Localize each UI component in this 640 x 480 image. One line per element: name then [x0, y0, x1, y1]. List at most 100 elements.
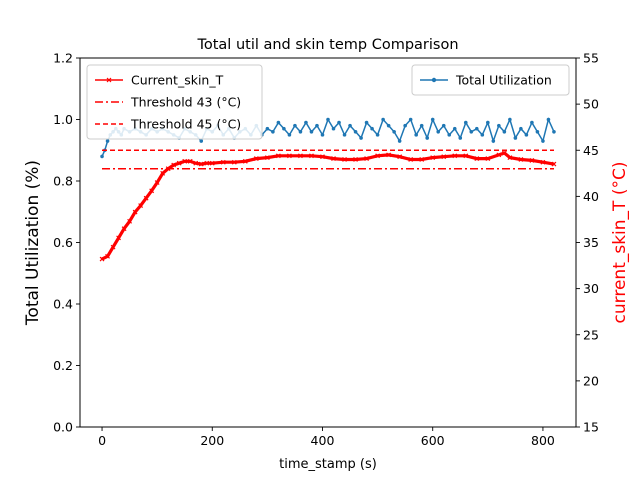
- data-point: [375, 153, 381, 159]
- data-point: [519, 126, 523, 131]
- data-point: [264, 155, 270, 161]
- data-point: [298, 153, 303, 159]
- legend-box: [411, 64, 570, 96]
- data-point: [551, 161, 557, 167]
- series-current-skin-t: [99, 150, 557, 262]
- data-point: [265, 126, 270, 131]
- data-point: [375, 133, 380, 137]
- data-point: [282, 126, 286, 131]
- data-point: [507, 155, 513, 161]
- data-point: [425, 136, 430, 140]
- data-point: [105, 139, 110, 143]
- y-axis-label: Total Utilization (%): [23, 160, 43, 326]
- data-point: [320, 154, 325, 160]
- data-point: [171, 162, 177, 168]
- data-point: [397, 139, 402, 143]
- y-tick-label: 0.0: [53, 420, 73, 435]
- data-point: [132, 209, 138, 215]
- data-point: [165, 166, 171, 172]
- data-point: [381, 117, 385, 122]
- data-point: [430, 155, 436, 161]
- chart-title: Total util and skin temp Comparison: [196, 37, 458, 53]
- y-axis-ticks: 0.0 0.2 0.4 0.6 0.8 1.0 1.2: [53, 51, 80, 435]
- data-point: [540, 159, 546, 165]
- data-point: [359, 136, 363, 140]
- data-point: [474, 156, 480, 161]
- data-point: [154, 180, 160, 185]
- y2-tick-label: 35: [583, 235, 599, 250]
- data-point: [342, 157, 347, 162]
- data-point: [408, 117, 413, 122]
- data-point: [110, 244, 116, 250]
- x-tick-label: 400: [311, 433, 335, 448]
- y-tick-label: 0.4: [53, 297, 73, 312]
- data-point: [286, 153, 292, 159]
- legend-right: Total Utilization: [411, 64, 570, 96]
- data-point: [552, 130, 556, 134]
- y2-tick-label: 25: [583, 327, 599, 342]
- data-point: [127, 218, 133, 224]
- data-point: [149, 188, 155, 194]
- y2-tick-label: 20: [583, 373, 599, 388]
- data-point: [298, 130, 303, 134]
- data-point: [364, 120, 369, 125]
- x-tick-label: 600: [421, 433, 445, 448]
- y-tick-label: 0.2: [53, 358, 73, 373]
- data-point: [276, 120, 281, 125]
- data-point: [364, 156, 370, 161]
- x-axis-label: time_stamp (s): [279, 457, 377, 472]
- y2-tick-label: 55: [583, 51, 599, 66]
- data-point: [326, 117, 330, 122]
- data-point: [143, 195, 149, 201]
- data-point: [546, 117, 551, 122]
- data-point: [99, 256, 105, 262]
- data-point: [353, 157, 358, 162]
- data-point: [458, 136, 463, 140]
- data-point: [220, 159, 226, 165]
- data-point: [386, 123, 391, 128]
- data-point: [176, 160, 182, 166]
- legend-marker: [106, 77, 112, 83]
- data-point: [486, 120, 490, 125]
- y2-tick-label: 40: [583, 189, 599, 204]
- data-point: [408, 157, 414, 162]
- data-point: [253, 156, 259, 161]
- data-point: [182, 158, 188, 164]
- data-point: [271, 130, 275, 134]
- y-tick-label: 1.2: [53, 51, 73, 66]
- data-point: [436, 130, 441, 134]
- legend-left: Current_skin_T Threshold 43 (°C) Threshold…: [86, 64, 263, 140]
- data-point: [204, 160, 210, 166]
- legend-label: Threshold 45 (°C): [130, 117, 241, 132]
- data-point: [452, 126, 457, 131]
- legend-box: [86, 64, 263, 140]
- y-tick-label: 0.8: [53, 174, 73, 189]
- data-point: [160, 170, 166, 176]
- data-point: [463, 120, 468, 125]
- data-point: [529, 157, 535, 163]
- data-point: [342, 133, 347, 137]
- data-point: [293, 123, 297, 128]
- data-point: [524, 133, 529, 137]
- data-point: [496, 152, 502, 158]
- data-point: [348, 123, 352, 128]
- y2-axis-ticks: 15 20 25 30 35 40 45 50 55: [576, 51, 599, 435]
- data-point: [403, 123, 407, 128]
- x-axis-ticks: 0 200 400 600 800: [98, 427, 555, 448]
- data-point: [209, 160, 215, 166]
- data-point: [309, 153, 314, 159]
- data-point: [480, 133, 485, 137]
- data-point: [430, 117, 435, 122]
- data-point: [397, 154, 403, 160]
- data-point: [121, 226, 127, 232]
- data-point: [441, 154, 447, 160]
- y-tick-label: 1.0: [53, 112, 73, 127]
- data-point: [116, 235, 122, 241]
- data-point: [231, 159, 237, 165]
- y-tick-label: 0.6: [53, 235, 73, 250]
- data-point: [475, 126, 479, 131]
- x-tick-label: 200: [200, 433, 224, 448]
- data-point: [452, 153, 458, 159]
